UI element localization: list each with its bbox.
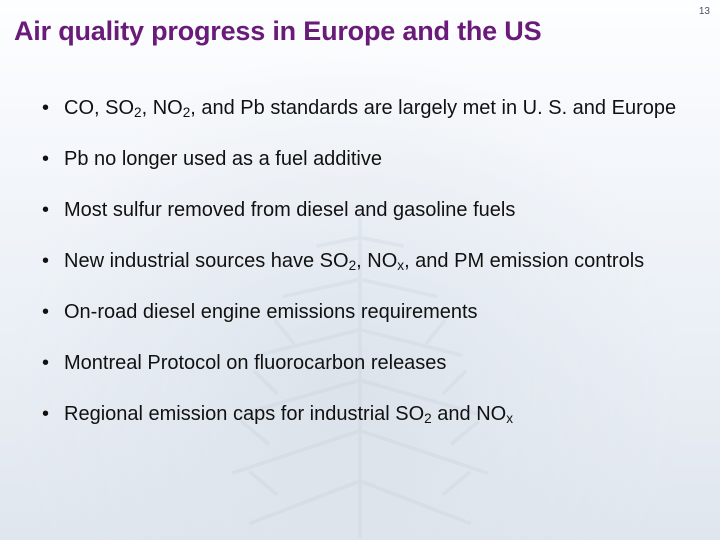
bullet-list: CO, SO2, NO2, and Pb standards are large… — [40, 96, 684, 453]
bullet-item: Montreal Protocol on fluorocarbon releas… — [40, 351, 684, 376]
bullet-item: Regional emission caps for industrial SO… — [40, 402, 684, 427]
bullet-item: On-road diesel engine emissions requirem… — [40, 300, 684, 325]
bullet-item: Pb no longer used as a fuel additive — [40, 147, 684, 172]
bullet-item: Most sulfur removed from diesel and gaso… — [40, 198, 684, 223]
bullet-item: New industrial sources have SO2, NOx, an… — [40, 249, 684, 274]
slide-title: Air quality progress in Europe and the U… — [14, 16, 706, 47]
bullet-item: CO, SO2, NO2, and Pb standards are large… — [40, 96, 684, 121]
